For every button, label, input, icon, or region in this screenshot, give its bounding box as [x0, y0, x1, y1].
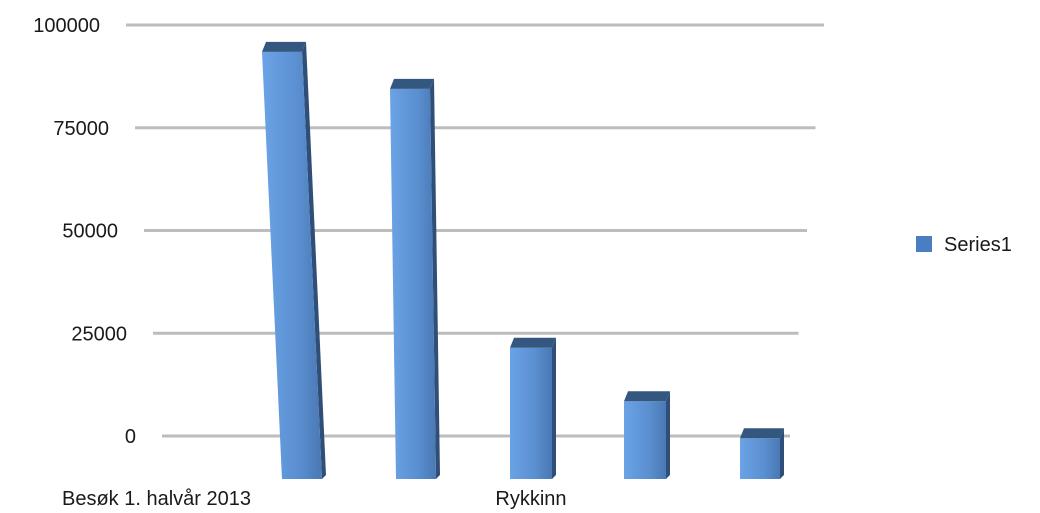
y-tick-label: 100000: [33, 15, 100, 37]
bar: [390, 78, 440, 480]
y-tick-label: 0: [125, 426, 136, 448]
y-tick-label: 50000: [62, 221, 118, 243]
bar: [262, 41, 326, 479]
y-tick-label: 75000: [53, 118, 109, 140]
y-axis-ticks: 100000 75000 50000 25000 0: [33, 15, 136, 448]
x-axis-labels: Besøk 1. halvår 2013 Rykkinn: [62, 488, 567, 510]
gridlines: [126, 23, 824, 438]
x-category-label: Besøk 1. halvår 2013: [62, 488, 251, 510]
bar: [510, 337, 556, 479]
bars: [262, 41, 784, 480]
y-tick-label: 25000: [71, 323, 127, 345]
legend-swatch: [916, 236, 932, 252]
legend: Series1: [916, 234, 1012, 256]
x-category-label: Rykkinn: [495, 488, 566, 510]
bar: [740, 428, 784, 479]
legend-label-series1: Series1: [944, 234, 1012, 256]
bar: [624, 391, 670, 479]
